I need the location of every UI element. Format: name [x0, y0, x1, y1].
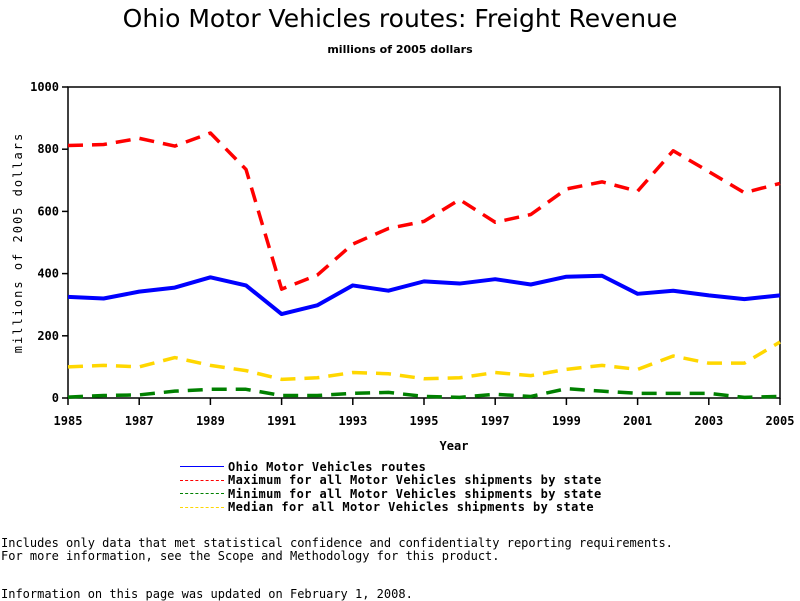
y-axis: 0 200 400 600 800 1000 [30, 80, 68, 405]
x-axis-title: Year [440, 439, 469, 453]
x-tick-label: 1995 [410, 414, 439, 428]
legend-label-ohio: Ohio Motor Vehicles routes [228, 460, 426, 474]
y-tick-label: 0 [52, 391, 59, 405]
y-tick-label: 400 [37, 267, 59, 281]
series-line-maximum [68, 133, 780, 289]
legend-item-maximum: Maximum for all Motor Vehicles shipments… [180, 474, 602, 488]
y-tick-label: 800 [37, 142, 59, 156]
legend-item-minimum: Minimum for all Motor Vehicles shipments… [180, 487, 602, 501]
legend-item-median: Median for all Motor Vehicles shipments … [180, 501, 602, 515]
legend-swatch-maximum [180, 480, 224, 481]
x-tick-label: 1997 [481, 414, 510, 428]
series-line-minimum [68, 389, 780, 398]
legend-swatch-ohio [180, 466, 224, 467]
legend-label-minimum: Minimum for all Motor Vehicles shipments… [228, 487, 602, 501]
series-line-median [68, 342, 780, 379]
y-tick-label: 600 [37, 204, 59, 218]
confidence-note: Includes only data that met statistical … [1, 536, 673, 550]
x-tick-label: 1993 [338, 414, 367, 428]
x-tick-label: 2003 [694, 414, 723, 428]
x-axis: 1985 1987 1989 1991 1993 1995 1997 1999 2001 2003… [54, 398, 795, 428]
plot-frame [68, 87, 780, 398]
y-axis-title: millions of 2005 dollars [11, 132, 25, 353]
y-tick-label: 200 [37, 329, 59, 343]
legend-swatch-median [180, 507, 224, 508]
x-tick-label: 1987 [125, 414, 154, 428]
x-tick-label: 2005 [766, 414, 795, 428]
legend: Ohio Motor Vehicles routes Maximum for a… [180, 460, 602, 514]
legend-item-ohio: Ohio Motor Vehicles routes [180, 460, 602, 474]
updated-note: Information on this page was updated on … [1, 587, 413, 601]
plot-area-border [68, 87, 780, 398]
x-tick-label: 1999 [552, 414, 581, 428]
x-tick-label: 1989 [196, 414, 225, 428]
x-tick-label: 2001 [623, 414, 652, 428]
series-line-ohio [68, 276, 780, 314]
y-tick-label: 1000 [30, 80, 59, 94]
methodology-note: For more information, see the Scope and … [1, 549, 500, 563]
legend-label-median: Median for all Motor Vehicles shipments … [228, 500, 594, 514]
series-layer [68, 133, 780, 398]
legend-label-maximum: Maximum for all Motor Vehicles shipments… [228, 473, 602, 487]
x-tick-label: 1991 [267, 414, 296, 428]
legend-swatch-minimum [180, 493, 224, 494]
x-tick-label: 1985 [54, 414, 83, 428]
